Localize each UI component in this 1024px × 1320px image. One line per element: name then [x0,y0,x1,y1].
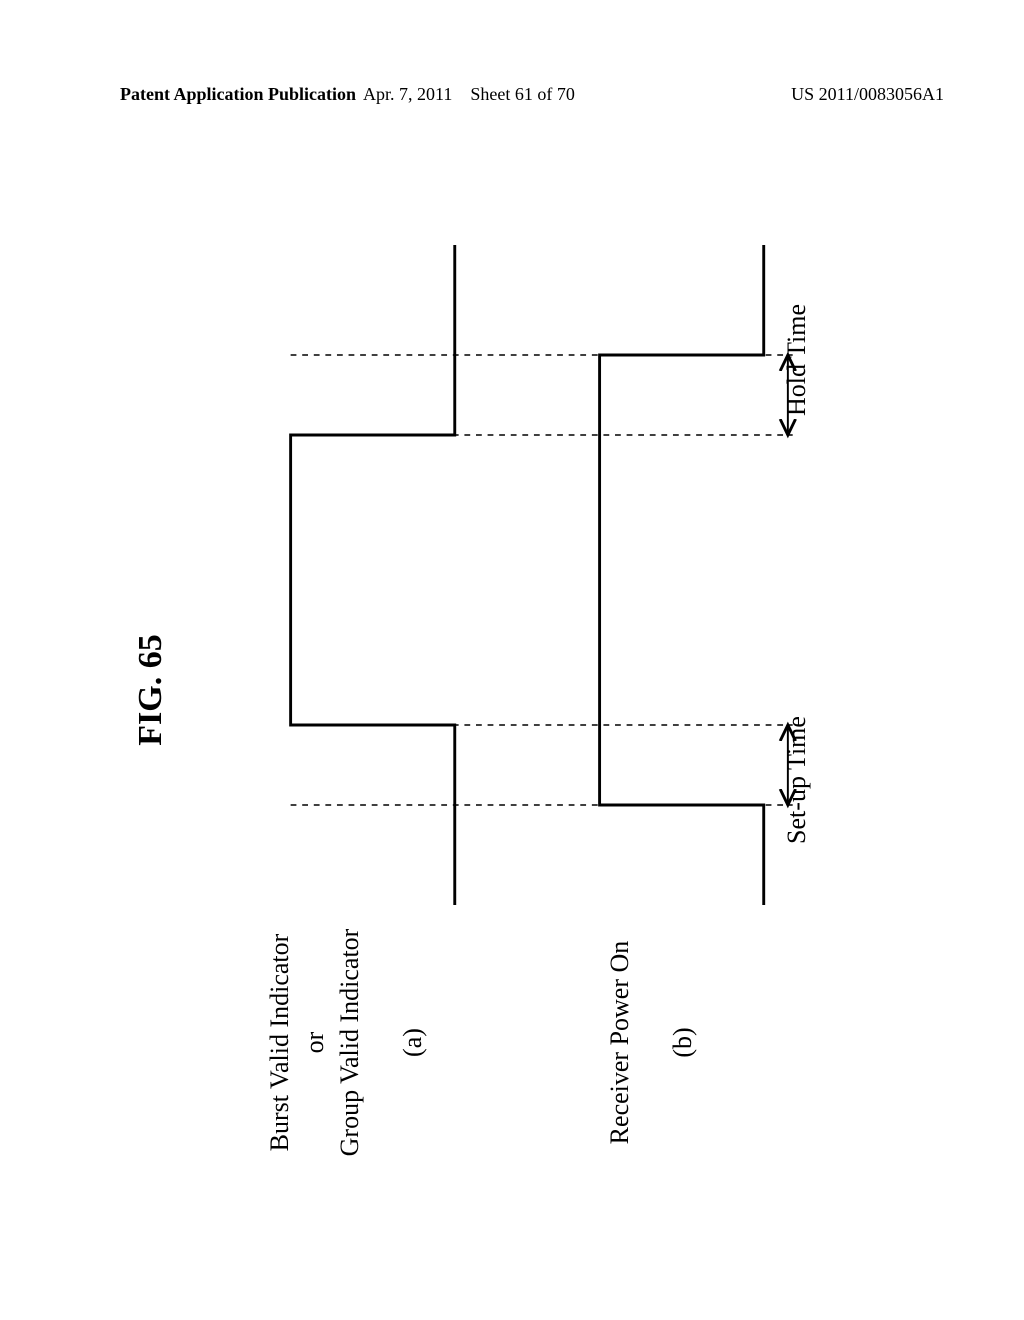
page-header: Patent Application Publication Apr. 7, 2… [120,84,944,108]
signal-b-name: Receiver Power On [602,925,637,1160]
header-pubnum: US 2011/0083056A1 [791,84,944,105]
figure-rotated-canvas: FIG. 65 Burst Valid Indicator or Group V… [132,220,892,1160]
figure-title: FIG. 65 [132,220,170,1160]
setup-time-label: Set-up Time [782,680,812,880]
signal-a-label-block: Burst Valid Indicator or Group Valid Ind… [262,925,430,1160]
signal-a-name-line1: Burst Valid Indicator [262,925,297,1160]
signal-a-waveform [291,245,455,905]
hold-time-label: Hold Time [782,260,812,460]
timing-diagram [252,245,812,905]
signal-b-tag: (b) [665,925,700,1160]
timing-svg [252,245,812,905]
header-sheet: Sheet 61 of 70 [470,84,574,104]
signal-a-tag: (a) [395,925,430,1160]
header-date: Apr. 7, 2011 [363,84,452,104]
signal-a-name-line3: Group Valid Indicator [332,925,367,1160]
signal-a-name-line2: or [297,925,332,1160]
signal-b-waveform [600,245,764,905]
guide-lines [291,355,793,805]
header-date-sheet: Apr. 7, 2011 Sheet 61 of 70 [363,84,575,105]
signal-b-label-block: Receiver Power On (b) [602,925,700,1160]
header-publication: Patent Application Publication [120,84,356,105]
